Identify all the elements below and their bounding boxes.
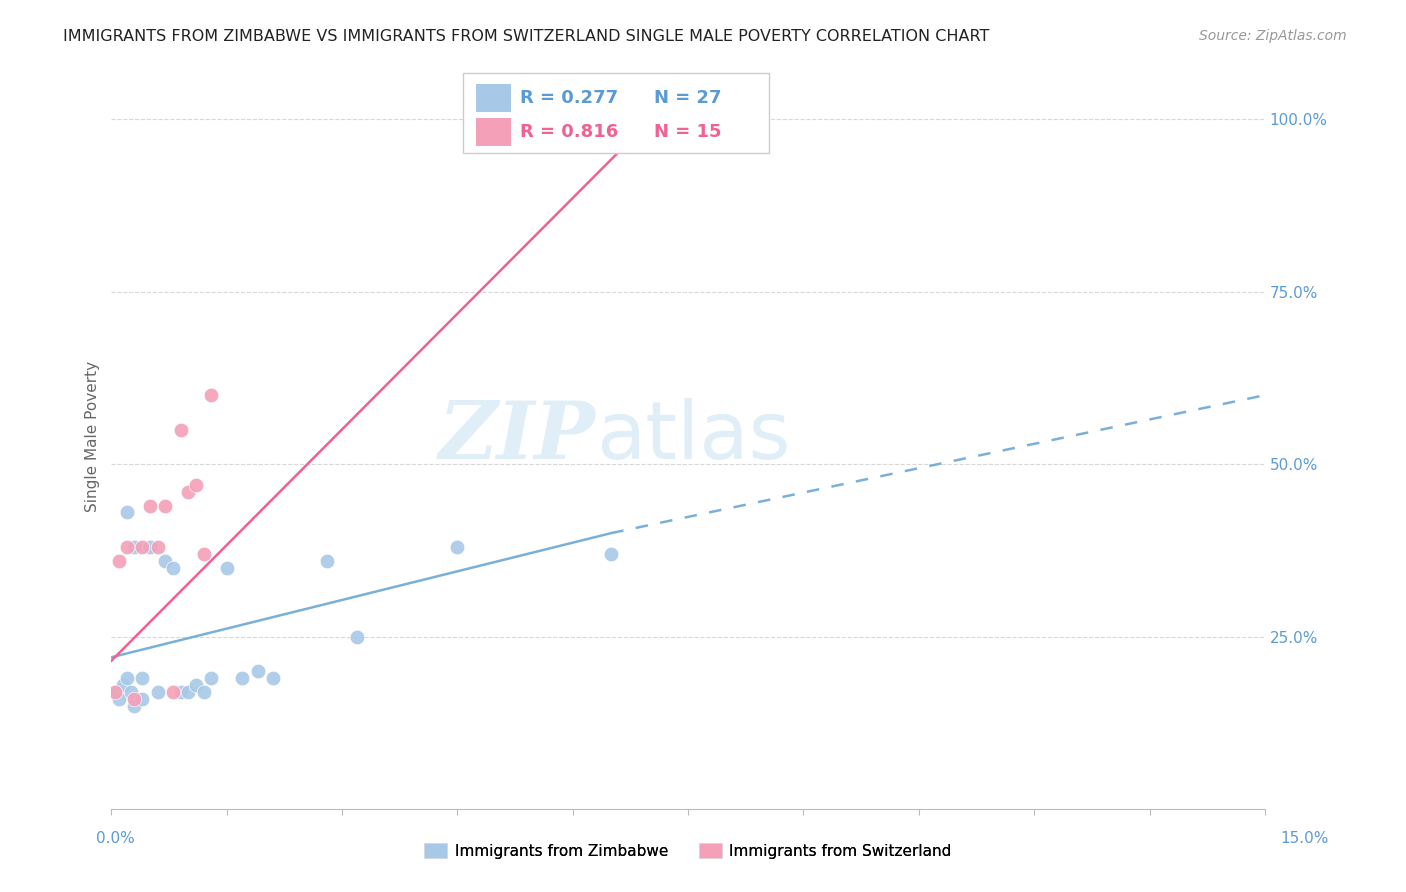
Text: 0.0%: 0.0% — [96, 831, 135, 846]
Point — [446, 540, 468, 554]
Point — [184, 478, 207, 492]
Point — [246, 664, 269, 678]
Point — [146, 684, 169, 698]
FancyBboxPatch shape — [475, 84, 510, 112]
Point — [177, 484, 200, 499]
Point — [139, 540, 162, 554]
Point — [131, 691, 153, 706]
Text: ZIP: ZIP — [439, 398, 596, 475]
Text: N = 27: N = 27 — [654, 89, 721, 107]
Point — [139, 499, 162, 513]
Legend: Immigrants from Zimbabwe, Immigrants from Switzerland: Immigrants from Zimbabwe, Immigrants fro… — [419, 837, 957, 864]
Point — [193, 547, 215, 561]
Y-axis label: Single Male Poverty: Single Male Poverty — [86, 361, 100, 512]
Point — [600, 547, 623, 561]
Point — [315, 554, 337, 568]
Point — [200, 671, 222, 685]
Point — [146, 540, 169, 554]
Point — [124, 540, 146, 554]
Text: IMMIGRANTS FROM ZIMBABWE VS IMMIGRANTS FROM SWITZERLAND SINGLE MALE POVERTY CORR: IMMIGRANTS FROM ZIMBABWE VS IMMIGRANTS F… — [63, 29, 990, 44]
Point — [162, 560, 184, 574]
Point — [120, 684, 142, 698]
Point — [104, 684, 127, 698]
Point — [155, 499, 177, 513]
Point — [104, 684, 127, 698]
Point — [177, 684, 200, 698]
Point — [131, 540, 153, 554]
Text: R = 0.277: R = 0.277 — [520, 89, 617, 107]
Text: N = 15: N = 15 — [654, 123, 721, 141]
Point — [155, 554, 177, 568]
Point — [262, 671, 284, 685]
Text: 15.0%: 15.0% — [1281, 831, 1329, 846]
Point — [115, 540, 138, 554]
Point — [654, 112, 676, 127]
Point — [184, 678, 207, 692]
Point — [115, 671, 138, 685]
Point — [162, 684, 184, 698]
Text: R = 0.816: R = 0.816 — [520, 123, 619, 141]
Text: atlas: atlas — [596, 398, 790, 475]
FancyBboxPatch shape — [475, 118, 510, 146]
Point — [169, 423, 191, 437]
Point — [346, 630, 368, 644]
Point — [124, 698, 146, 713]
Text: Source: ZipAtlas.com: Source: ZipAtlas.com — [1199, 29, 1347, 43]
Point — [200, 388, 222, 402]
Point — [108, 691, 131, 706]
Point — [115, 505, 138, 519]
Point — [111, 678, 134, 692]
Point — [193, 684, 215, 698]
Point — [169, 684, 191, 698]
Point — [131, 671, 153, 685]
Point — [215, 560, 238, 574]
FancyBboxPatch shape — [463, 73, 769, 153]
Point — [124, 691, 146, 706]
Point — [231, 671, 253, 685]
Point — [108, 554, 131, 568]
